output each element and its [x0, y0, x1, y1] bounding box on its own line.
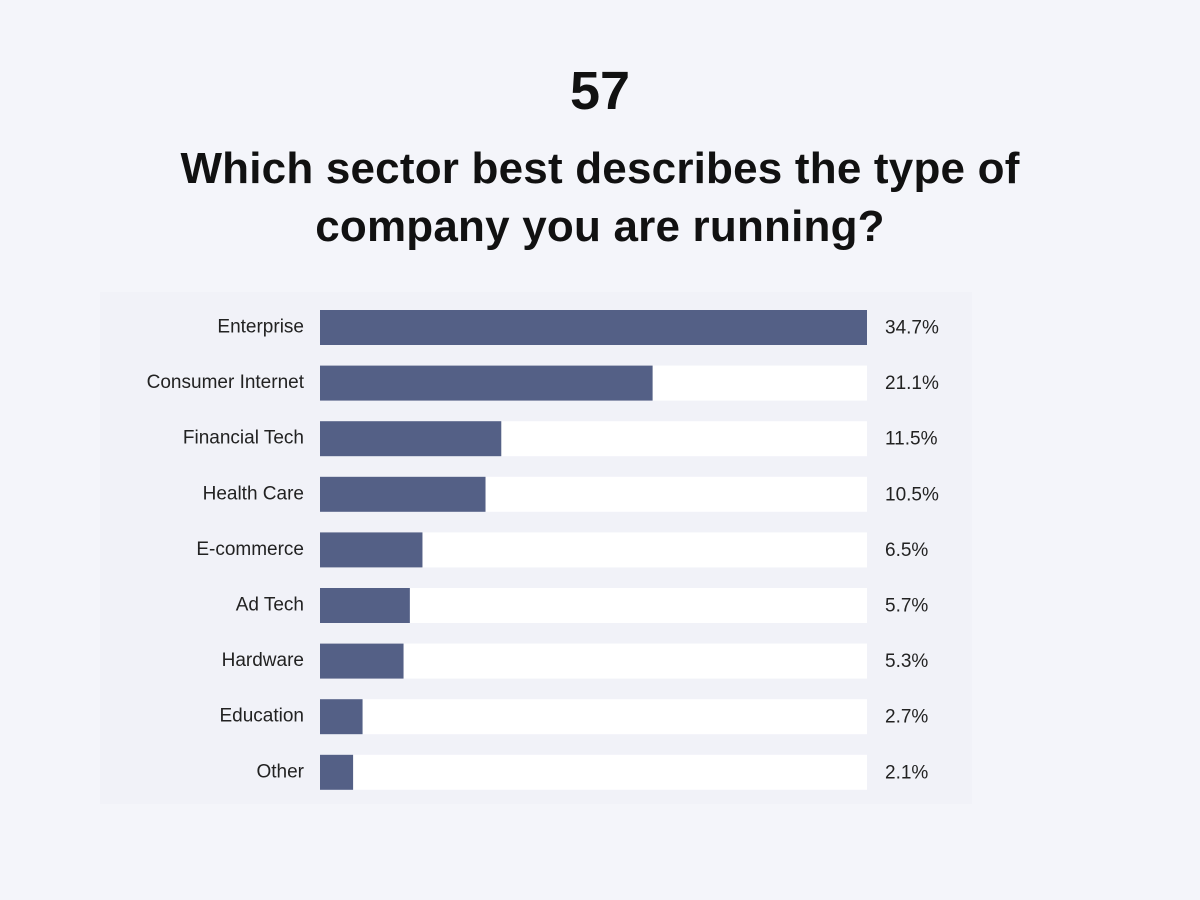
bar-track — [320, 754, 867, 790]
category-label: Hardware — [222, 650, 304, 671]
bar — [320, 754, 354, 790]
value-label: 10.5% — [885, 484, 939, 505]
category-label: Financial Tech — [183, 428, 304, 449]
bar-track — [320, 588, 867, 623]
bar — [320, 588, 410, 623]
question-number: 57 — [569, 61, 631, 121]
category-label: Enterprise — [217, 317, 304, 338]
value-label: 6.5% — [885, 540, 928, 561]
value-label: 34.7% — [885, 318, 939, 339]
bar — [320, 310, 867, 345]
value-label: 11.5% — [885, 429, 938, 450]
question-title: Which sector best describes the type of … — [180, 144, 1020, 251]
value-label: 2.1% — [885, 762, 928, 783]
bar — [320, 699, 363, 735]
category-label: Education — [219, 706, 304, 727]
bar — [320, 365, 653, 401]
bar — [320, 532, 423, 568]
bar — [320, 476, 486, 512]
bar — [320, 421, 502, 457]
value-label: 21.1% — [885, 373, 939, 394]
value-label: 2.7% — [885, 707, 928, 728]
value-label: 5.3% — [885, 651, 928, 672]
category-label: Health Care — [203, 483, 304, 504]
category-label: Ad Tech — [236, 595, 304, 616]
category-label: E-commerce — [196, 539, 304, 560]
value-label: 5.7% — [885, 596, 928, 617]
bar-track — [320, 699, 867, 735]
category-label: Consumer Internet — [147, 372, 305, 393]
bar-track — [320, 643, 867, 679]
category-label: Other — [256, 761, 304, 782]
bar — [320, 643, 404, 679]
